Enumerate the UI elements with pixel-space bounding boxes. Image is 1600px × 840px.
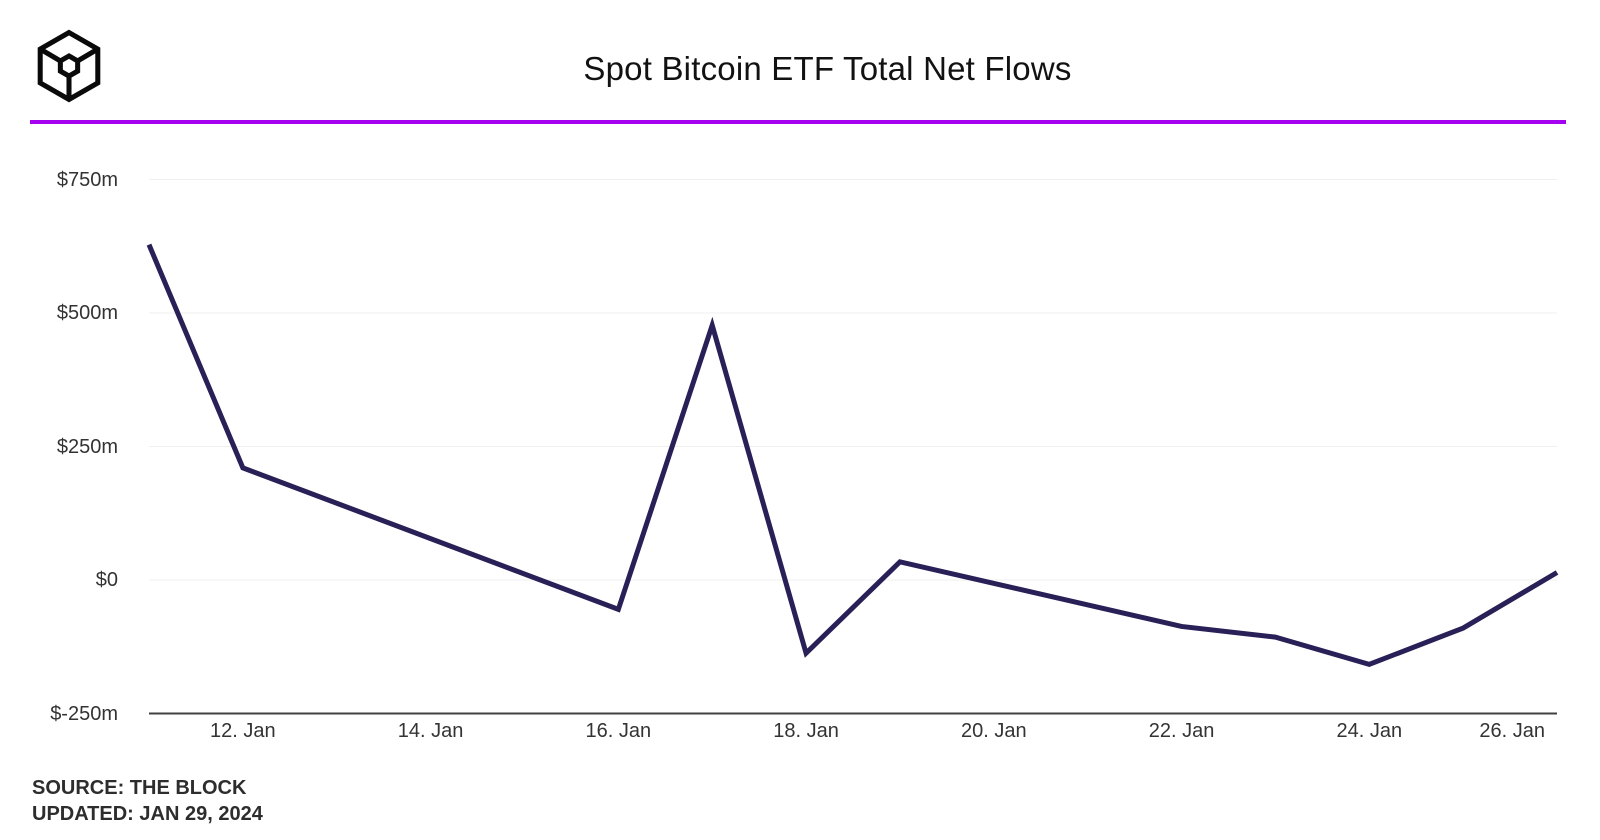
series-line [146, 243, 1559, 668]
logo-edge-upper-right [76, 46, 100, 64]
x-axis-label: 24. Jan [1336, 720, 1403, 742]
brand-divider-line [30, 120, 1566, 124]
logo-edge-upper-left [38, 46, 62, 64]
y-axis-label: $-250m [50, 702, 118, 725]
gridlines [149, 179, 1557, 581]
x-axis-label: 26. Jan [1479, 720, 1545, 742]
x-axis-label: 18. Jan [773, 720, 839, 742]
chart-footer: SOURCE: THE BLOCK UPDATED: JAN 29, 2024 [32, 775, 263, 827]
y-axis-label: $500m [56, 302, 118, 324]
the-block-logo [37, 29, 101, 103]
y-axis-label: $250m [56, 435, 118, 458]
x-axis-label: 22. Jan [1148, 720, 1215, 742]
x-axis-label: 16. Jan [585, 720, 652, 742]
x-axis-label: 20. Jan [960, 720, 1027, 742]
chart-title: Spot Bitcoin ETF Total Net Flows [583, 50, 1072, 87]
x-axis-label: 14. Jan [397, 720, 464, 742]
y-axis-label: $0 [95, 569, 118, 591]
y-axis-label: $750m [56, 168, 118, 191]
updated-text: UPDATED: JAN 29, 2024 [32, 803, 263, 825]
x-axis-label: 12. Jan [210, 720, 276, 742]
source-text: SOURCE: THE BLOCK [32, 777, 247, 799]
